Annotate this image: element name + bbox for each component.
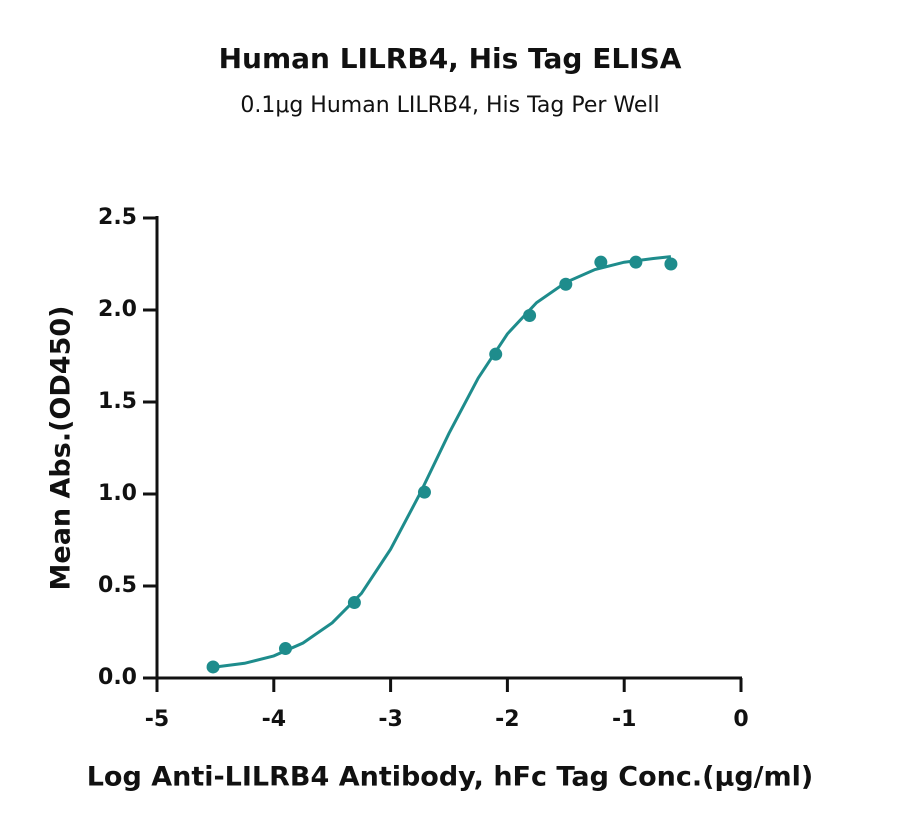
y-axis-label: Mean Abs.(OD450) — [46, 306, 77, 591]
x-tick-label: -3 — [378, 707, 402, 732]
x-tick-label: -4 — [262, 707, 286, 732]
data-point — [559, 277, 573, 291]
x-axis-label: Log Anti-LILRB4 Antibody, hFc Tag Conc.(… — [87, 762, 814, 793]
y-tick-label: 2.0 — [98, 297, 137, 322]
data-point — [489, 347, 503, 361]
y-tick-label: 0.5 — [98, 573, 137, 598]
chart-title: Human LILRB4, His Tag ELISA — [219, 42, 682, 75]
data-point — [278, 642, 292, 656]
data-point — [594, 255, 608, 269]
data-point — [206, 660, 220, 674]
x-tick-label: -5 — [145, 707, 169, 732]
y-tick-label: 2.5 — [98, 205, 137, 230]
x-tick-label: 0 — [733, 707, 748, 732]
data-point — [629, 255, 643, 269]
data-point — [523, 309, 537, 323]
data-point — [347, 596, 361, 610]
y-tick-label: 0.0 — [98, 665, 137, 690]
x-tick-label: -2 — [495, 707, 519, 732]
y-tick-label: 1.5 — [98, 389, 137, 414]
chart-subtitle: 0.1μg Human LILRB4, His Tag Per Well — [240, 93, 659, 118]
y-tick-label: 1.0 — [98, 481, 137, 506]
data-point — [417, 485, 431, 499]
fit-curve — [215, 255, 672, 669]
data-point — [664, 257, 678, 271]
x-tick-label: -1 — [612, 707, 636, 732]
